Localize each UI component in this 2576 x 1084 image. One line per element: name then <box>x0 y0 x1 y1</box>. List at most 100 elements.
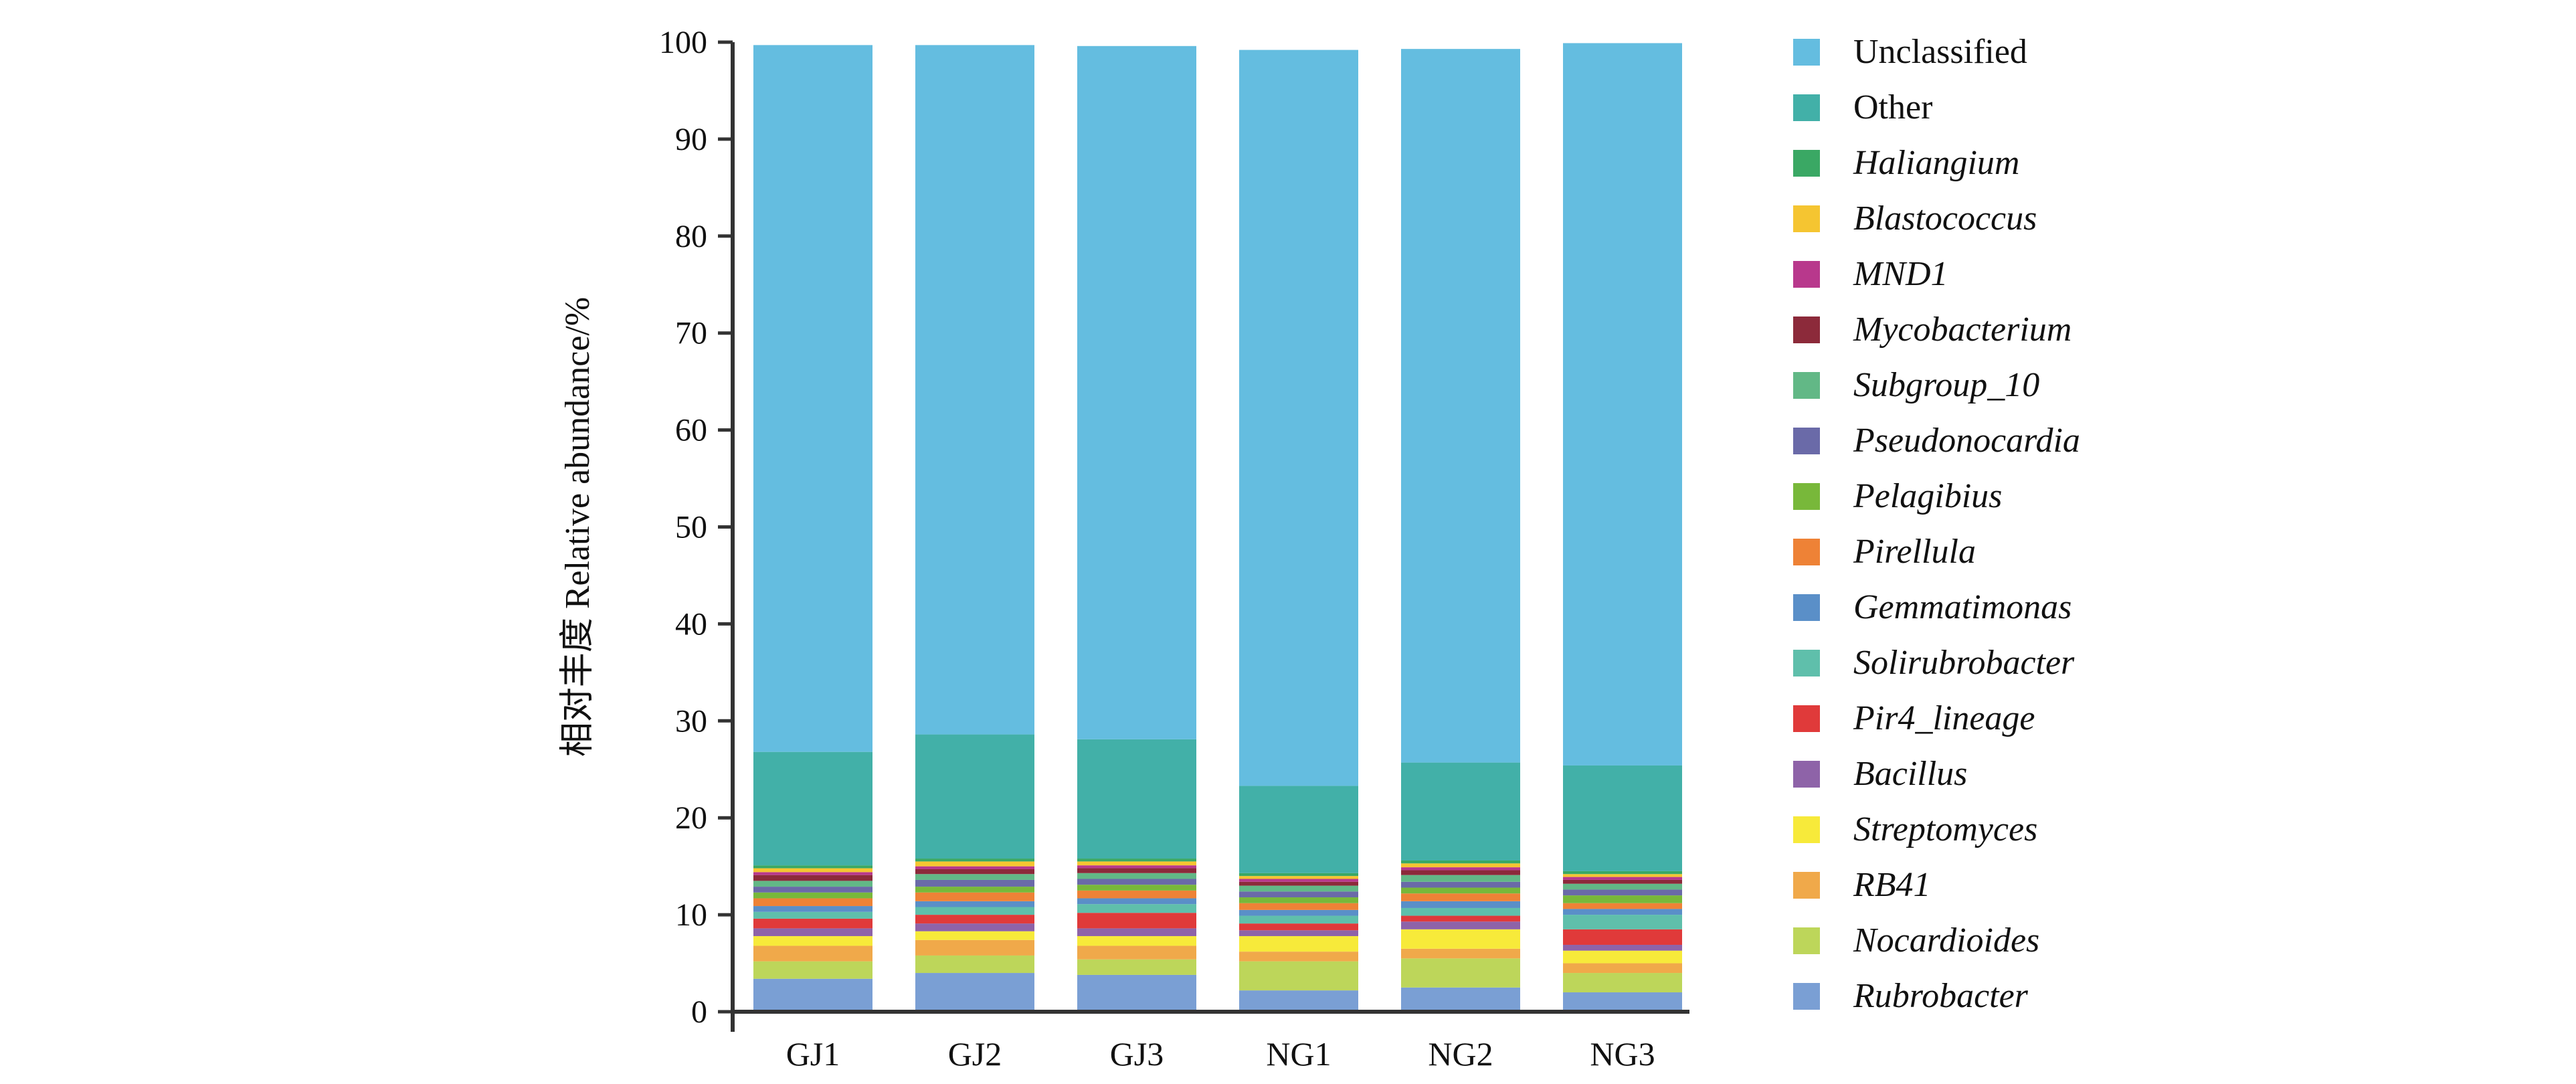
legend-label-solirubrobacter: Solirubrobacter <box>1853 644 2075 682</box>
bar-segment-gj2-gemmatimonas <box>915 901 1034 907</box>
bar-segment-gj3-pir4-lineage <box>1077 913 1196 929</box>
legend-item-pseudonocardia: Pseudonocardia <box>1793 422 2080 460</box>
bar-segment-gj2-mnd1 <box>915 866 1034 869</box>
bar-segment-gj3-subgroup-10 <box>1077 873 1196 879</box>
axes-layer: GJ1 GJ2 GJ3 NG1 NG2 NG3 0 10 20 30 40 50 60 70 80 90 100… <box>559 25 1689 1073</box>
bar-segment-ng3-streptomyces <box>1563 950 1682 964</box>
bar-segment-ng3-pir4-lineage <box>1563 929 1682 945</box>
bar-segment-gj2-subgroup-10 <box>915 874 1034 880</box>
bar-segment-ng1-mycobacterium <box>1239 881 1358 886</box>
bar-segment-ng2-gemmatimonas <box>1401 901 1520 908</box>
y-tick-label-100: 100 <box>659 25 707 60</box>
bar-segment-gj1-subgroup-10 <box>753 881 872 887</box>
legend-label-pseudonocardia: Pseudonocardia <box>1853 422 2080 460</box>
y-axis-title: 相对丰度 Relative abundance/% <box>559 297 597 757</box>
legend-swatch-pseudonocardia <box>1793 428 1820 454</box>
bar-segment-ng1-pir4-lineage <box>1239 923 1358 931</box>
y-tick-label-50: 50 <box>675 510 707 545</box>
bar-segment-ng3-rb41 <box>1563 963 1682 974</box>
bar-segment-gj3-mycobacterium <box>1077 868 1196 873</box>
legend-swatch-pir4-lineage <box>1793 705 1820 732</box>
legend-swatch-haliangium <box>1793 150 1820 177</box>
legend-label-rb41: RB41 <box>1853 866 1931 904</box>
bar-segment-ng3-rubrobacter <box>1563 992 1682 1012</box>
legend-item-nocardioides: Nocardioides <box>1793 921 2039 960</box>
bar-segment-ng3-pirellula <box>1563 903 1682 909</box>
bar-segment-gj3-rb41 <box>1077 945 1196 960</box>
bar-segment-ng1-streptomyces <box>1239 935 1358 952</box>
bar-segment-ng1-nocardioides <box>1239 961 1358 991</box>
bar-segment-ng3-gemmatimonas <box>1563 909 1682 915</box>
bar-segment-gj3-blastococcus <box>1077 861 1196 866</box>
bar-segment-ng2-other <box>1401 762 1520 861</box>
bar-segment-gj3-solirubrobacter <box>1077 904 1196 913</box>
bar-segment-ng2-pelagibius <box>1401 887 1520 894</box>
legend-label-mnd1: MND1 <box>1853 255 1948 293</box>
bar-segment-ng2-subgroup-10 <box>1401 875 1520 882</box>
bar-segment-ng2-rubrobacter <box>1401 987 1520 1012</box>
legend-item-pir4-lineage: Pir4_lineage <box>1793 699 2035 737</box>
bar-segment-gj1-rb41 <box>753 945 872 962</box>
legend-item-subgroup-10: Subgroup_10 <box>1793 366 2039 404</box>
bar-segment-gj1-pseudonocardia <box>753 887 872 893</box>
legend-swatch-blastococcus <box>1793 205 1820 232</box>
bar-segment-gj2-pseudonocardia <box>915 879 1034 887</box>
legend-swatch-pirellula <box>1793 539 1820 565</box>
legend-label-unclassified: Unclassified <box>1853 33 2027 71</box>
bar-segment-gj2-pirellula <box>915 892 1034 901</box>
legend-label-mycobacterium: Mycobacterium <box>1853 310 2072 349</box>
legend-swatch-bacillus <box>1793 761 1820 788</box>
bar-segment-gj3-haliangium <box>1077 859 1196 862</box>
legend-swatch-streptomyces <box>1793 816 1820 843</box>
bar-segment-ng2-bacillus <box>1401 921 1520 929</box>
legend-label-gemmatimonas: Gemmatimonas <box>1853 588 2072 626</box>
bar-segment-gj1-nocardioides <box>753 961 872 979</box>
bar-segment-ng2-mnd1 <box>1401 867 1520 871</box>
x-tick-label-gj2: GJ2 <box>948 1035 1002 1073</box>
legend-swatch-mycobacterium <box>1793 317 1820 343</box>
legend-item-mycobacterium: Mycobacterium <box>1793 310 2072 349</box>
bar-segment-ng1-pirellula <box>1239 903 1358 910</box>
bar-segment-ng1-rb41 <box>1239 952 1358 962</box>
bar-segment-ng1-blastococcus <box>1239 876 1358 879</box>
y-tick-label-60: 60 <box>675 413 707 448</box>
bar-segment-ng2-pirellula <box>1401 893 1520 901</box>
x-tick-label-ng1: NG1 <box>1266 1035 1331 1073</box>
bar-segment-gj3-bacillus <box>1077 928 1196 936</box>
bar-segment-ng1-gemmatimonas <box>1239 909 1358 916</box>
legend-label-pirellula: Pirellula <box>1853 533 1976 571</box>
bar-segment-ng2-blastococcus <box>1401 863 1520 868</box>
bar-segment-gj2-haliangium <box>915 859 1034 862</box>
bar-segment-ng3-mycobacterium <box>1563 879 1682 884</box>
bar-segment-ng2-haliangium <box>1401 860 1520 864</box>
bar-segment-ng2-unclassified <box>1401 49 1520 763</box>
bar-segment-gj2-bacillus <box>915 923 1034 931</box>
legend-item-haliangium: Haliangium <box>1793 144 2019 182</box>
x-tick-label-ng2: NG2 <box>1428 1035 1493 1073</box>
bar-segment-ng3-subgroup-10 <box>1563 883 1682 890</box>
y-tick-label-30: 30 <box>675 703 707 739</box>
legend-label-haliangium: Haliangium <box>1853 144 2019 182</box>
bar-segment-ng2-solirubrobacter <box>1401 907 1520 916</box>
legend-label-blastococcus: Blastococcus <box>1853 199 2037 238</box>
bar-segment-gj3-streptomyces <box>1077 935 1196 946</box>
bar-segment-gj2-rubrobacter <box>915 973 1034 1012</box>
bar-stack-ng3 <box>1563 43 1682 1012</box>
bar-segment-ng2-pir4-lineage <box>1401 915 1520 922</box>
bar-segment-ng2-streptomyces <box>1401 929 1520 949</box>
legend-item-mnd1: MND1 <box>1793 255 1948 293</box>
legend-swatch-subgroup-10 <box>1793 372 1820 399</box>
legend-label-pelagibius: Pelagibius <box>1853 477 2002 515</box>
legend-swatch-pelagibius <box>1793 483 1820 510</box>
y-tick-label-90: 90 <box>675 122 707 157</box>
bar-segment-ng1-unclassified <box>1239 50 1358 786</box>
legend-swatch-gemmatimonas <box>1793 594 1820 621</box>
bar-segment-ng2-mycobacterium <box>1401 870 1520 875</box>
bar-segment-gj3-pelagibius <box>1077 885 1196 891</box>
bar-stack-gj3 <box>1077 46 1196 1012</box>
bar-segment-gj1-mnd1 <box>753 872 872 875</box>
bar-segment-gj2-solirubrobacter <box>915 907 1034 915</box>
bar-segment-ng2-nocardioides <box>1401 958 1520 988</box>
legend-item-rubrobacter: Rubrobacter <box>1793 977 2029 1015</box>
